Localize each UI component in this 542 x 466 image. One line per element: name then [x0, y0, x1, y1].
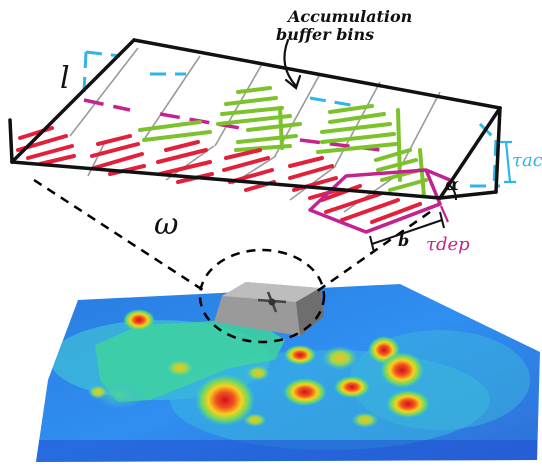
- alpha-angle-arc: [447, 183, 457, 201]
- projection-line-left: [33, 178, 207, 294]
- length-label: l: [60, 61, 70, 96]
- tau-acc-marker: [500, 140, 516, 184]
- hotspot: [123, 309, 155, 331]
- tau-dep-label: τdep: [426, 234, 470, 255]
- diagram-labels: Accumulation buffer bins l ω α b τacc τd…: [60, 7, 542, 255]
- buffer-bins-label: buffer bins: [276, 25, 374, 44]
- deposition-bin: [308, 168, 451, 234]
- hotspot: [283, 378, 327, 406]
- accumulation-label: Accumulation: [286, 7, 412, 26]
- accumulated-bins-green: [138, 86, 428, 198]
- robot-focus-circle: [198, 248, 326, 344]
- hotspot: [166, 359, 194, 377]
- tau-acc-label: τacc: [512, 150, 542, 171]
- hotspot: [334, 376, 370, 398]
- terrain-heatmap: [36, 284, 540, 462]
- accumulation-buffer-box: [8, 38, 502, 234]
- alpha-label: α: [445, 174, 459, 195]
- hotspot: [386, 390, 430, 418]
- hotspot: [195, 374, 255, 426]
- width-label: ω: [154, 207, 178, 242]
- hotspot: [246, 365, 270, 381]
- hotspot: [88, 385, 108, 399]
- annotation-arrow: [283, 38, 298, 88]
- explored-region: [95, 318, 285, 402]
- hotspot: [380, 352, 424, 388]
- annotation-arrowhead: [284, 74, 302, 90]
- hotspot: [284, 345, 316, 365]
- bin-width-label: b: [398, 231, 409, 250]
- buffer-outline: [8, 38, 502, 200]
- robot-rover-icon: [214, 282, 324, 336]
- tau-dep-marker: [439, 205, 450, 223]
- hotspot: [243, 413, 267, 427]
- hotspot: [322, 346, 358, 370]
- bin-width-marker: [369, 211, 445, 253]
- hotspot: [351, 412, 379, 428]
